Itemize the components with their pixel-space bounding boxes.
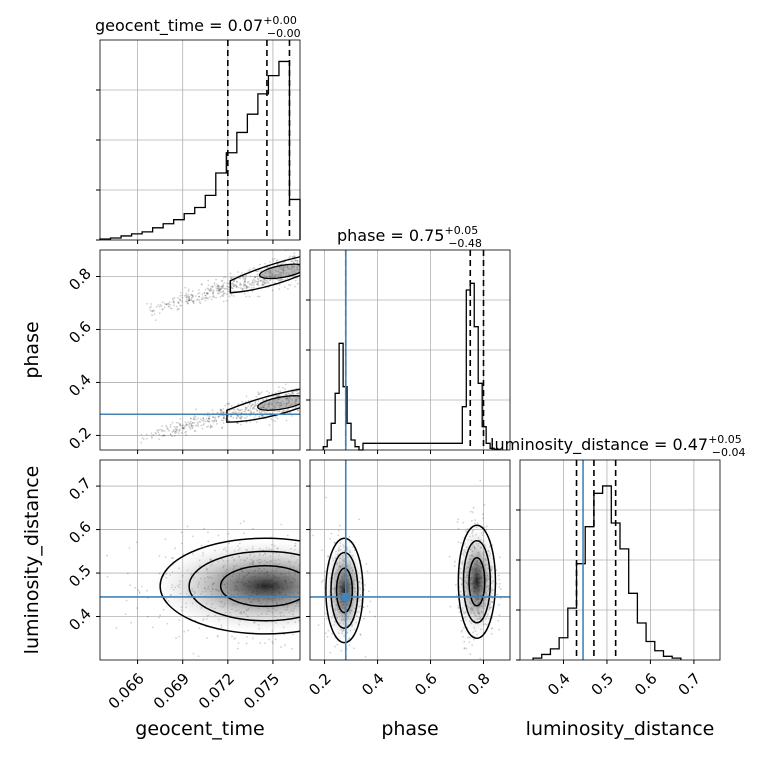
title-phase: phase = 0.75+0.05 −0.48 bbox=[337, 224, 482, 250]
frame bbox=[99, 39, 301, 241]
x-tick-label: 0.066 bbox=[105, 670, 148, 713]
xlabel-phase: phase bbox=[381, 718, 438, 740]
2d-panel-geocent-time-luminosity-distance bbox=[96, 460, 300, 664]
y-tick-label: 0.5 bbox=[65, 561, 95, 591]
title-luminosity-distance: luminosity_distance = 0.47+0.05 −0.04 bbox=[490, 433, 746, 459]
title-geocent-time: geocent_time = 0.07+0.00 −0.00 bbox=[95, 14, 301, 40]
x-tick-label: 0.6 bbox=[411, 670, 441, 700]
y-tick-label: 0.6 bbox=[65, 518, 95, 548]
y-tick-label: 0.8 bbox=[65, 265, 95, 295]
points-layer bbox=[312, 479, 502, 660]
x-tick-label: 0.8 bbox=[464, 670, 494, 700]
panels: 0.066 0.069 0.072 0.075 0.2 0.4 0.6 0.8 0.4 0.5 0.… bbox=[65, 39, 721, 713]
points-layer bbox=[140, 250, 300, 444]
contour bbox=[257, 395, 300, 411]
hist-panel-phase bbox=[306, 250, 510, 454]
2d-panel-phase-luminosity-distance bbox=[306, 460, 510, 664]
frame bbox=[309, 249, 511, 451]
frame bbox=[99, 249, 301, 451]
ylabel-phase: phase bbox=[21, 321, 43, 378]
frame bbox=[519, 459, 721, 661]
frame bbox=[309, 459, 511, 661]
contour bbox=[468, 556, 486, 607]
y-tick-label: 0.4 bbox=[65, 605, 95, 635]
hist-step-geocent-time bbox=[99, 60, 301, 240]
frame bbox=[99, 459, 301, 661]
x-tick-label: 0.069 bbox=[150, 670, 193, 713]
hist-panel-luminosity-distance bbox=[516, 460, 720, 664]
contour bbox=[258, 263, 300, 280]
hist-panel-geocent-time bbox=[96, 40, 301, 244]
hist-step-luminosity-distance bbox=[532, 485, 682, 660]
contour bbox=[325, 537, 364, 644]
ylabel-luminosity-distance: luminosity_distance bbox=[21, 466, 43, 655]
contour bbox=[457, 524, 497, 640]
injection-marker bbox=[341, 592, 350, 601]
2d-panel-geocent-time-phase bbox=[96, 250, 300, 454]
x-tick-label: 0.2 bbox=[305, 670, 335, 700]
xlabel-luminosity-distance: luminosity_distance bbox=[526, 718, 715, 740]
x-tick-label: 0.4 bbox=[358, 670, 388, 700]
density bbox=[324, 538, 365, 643]
contour bbox=[188, 550, 300, 622]
y-tick-label: 0.4 bbox=[65, 370, 95, 400]
x-tick-label: 0.5 bbox=[588, 670, 618, 700]
x-tick-label: 0.4 bbox=[544, 670, 574, 700]
points-layer bbox=[106, 520, 300, 658]
density bbox=[149, 538, 300, 634]
contour bbox=[219, 565, 300, 608]
x-tick-label: 0.072 bbox=[195, 670, 238, 713]
y-tick-label: 0.7 bbox=[65, 474, 95, 504]
x-tick-label: 0.6 bbox=[631, 670, 661, 700]
hist-step-phase bbox=[322, 282, 499, 451]
contour bbox=[335, 567, 354, 614]
y-tick-label: 0.6 bbox=[65, 317, 95, 347]
x-tick-label: 0.075 bbox=[240, 670, 283, 713]
y-tick-label: 0.2 bbox=[65, 423, 95, 453]
contour bbox=[229, 256, 300, 294]
contour bbox=[462, 540, 492, 624]
contour bbox=[330, 551, 359, 630]
x-tick-label: 0.7 bbox=[675, 670, 705, 700]
contour bbox=[159, 537, 300, 635]
xlabel-geocent-time: geocent_time bbox=[135, 718, 264, 740]
density bbox=[456, 525, 498, 639]
contour bbox=[226, 388, 300, 423]
